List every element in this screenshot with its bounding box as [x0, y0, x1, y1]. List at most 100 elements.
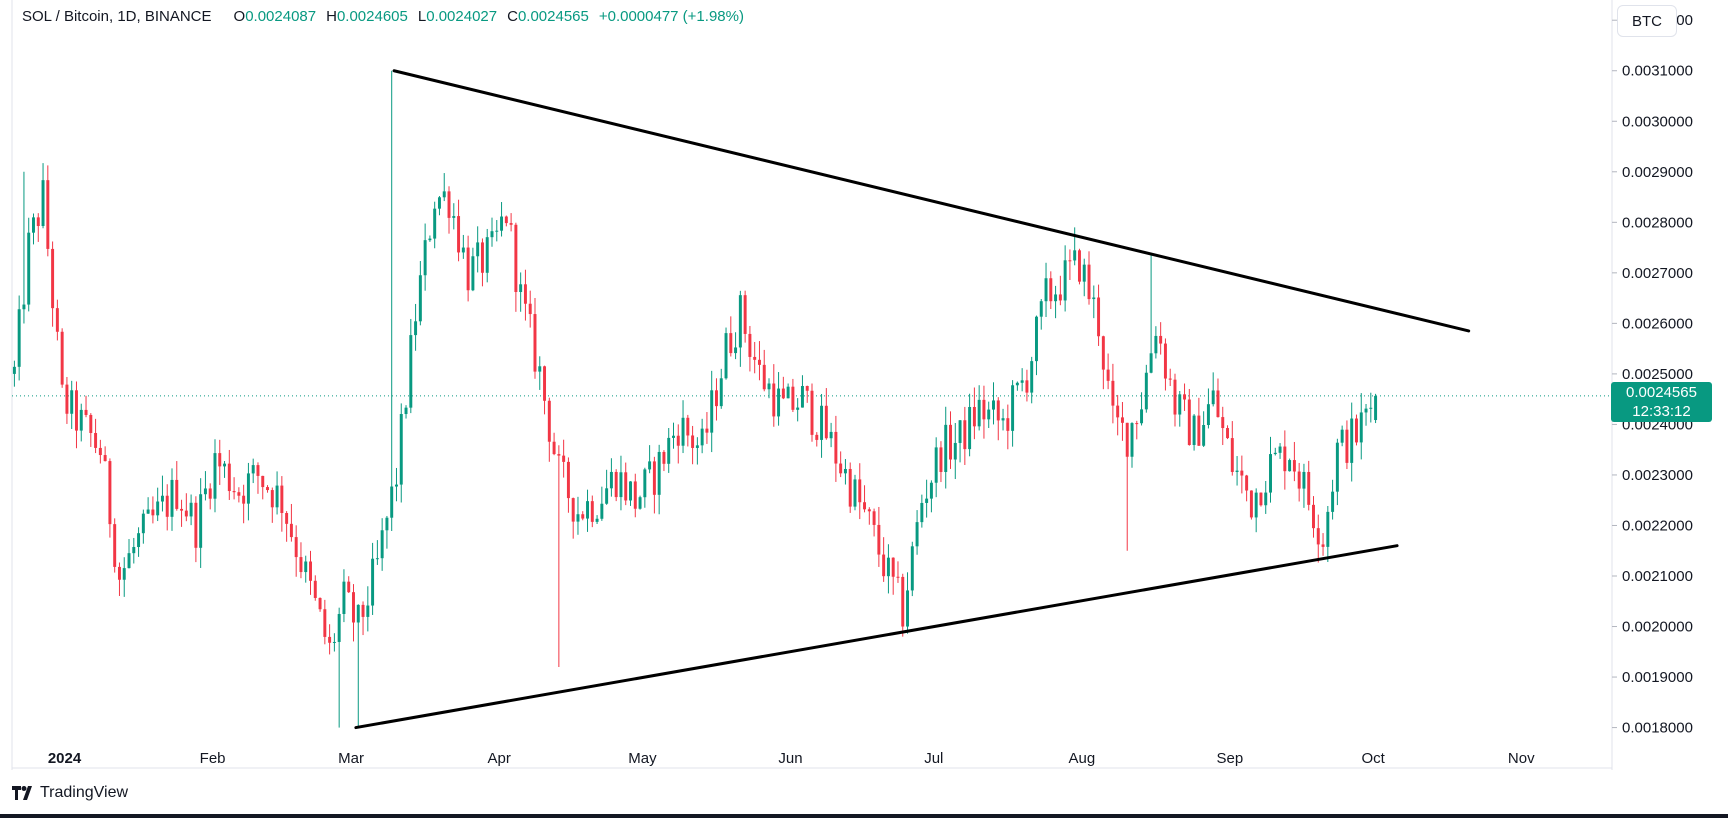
price-axis[interactable]: 0.0018000 0.0019000 0.0020000 0.0021000 0.00… — [1612, 12, 1693, 737]
candle-body — [137, 533, 141, 548]
candle-body — [1034, 316, 1038, 362]
candle-body — [719, 378, 723, 407]
candle-body — [318, 597, 322, 610]
candle-body — [79, 409, 83, 431]
candle-body — [1331, 491, 1335, 512]
candle-body — [858, 479, 862, 503]
candle-body — [1073, 250, 1077, 261]
candle-body — [1245, 475, 1249, 491]
candle-body — [710, 390, 714, 433]
candle-body — [791, 386, 795, 410]
candle-body — [982, 399, 986, 420]
candle-body — [1283, 446, 1287, 472]
trendlines[interactable] — [354, 69, 1471, 730]
close-label: C — [507, 8, 518, 25]
candle-body — [1316, 528, 1320, 545]
candle-body — [1354, 418, 1358, 443]
candle-body — [457, 216, 461, 253]
candle-body — [246, 473, 250, 504]
candle-body — [958, 420, 962, 443]
candle-body — [89, 414, 93, 433]
candle-body — [266, 487, 270, 491]
tradingview-logo-text: TradingView — [40, 784, 129, 801]
candle-body — [170, 479, 174, 517]
candle-body — [251, 465, 255, 474]
trendline-upper[interactable] — [392, 69, 1471, 333]
high-label: H — [326, 8, 337, 25]
candle-body — [949, 424, 952, 460]
candle-body — [910, 546, 914, 591]
tradingview-logo[interactable]: TradingView — [12, 784, 128, 802]
candle-body — [1359, 412, 1363, 443]
candle-body — [681, 417, 685, 446]
candle-body — [1350, 418, 1354, 463]
candle-body — [972, 406, 976, 427]
candle-body — [490, 231, 494, 238]
candle-body — [1197, 415, 1201, 446]
candle-body — [839, 463, 843, 474]
candle-body — [160, 495, 164, 502]
candle-body — [1187, 399, 1191, 445]
candle-body — [94, 432, 98, 448]
candle-body — [1140, 409, 1144, 424]
candle-body — [1120, 417, 1124, 423]
candle-body — [275, 485, 279, 508]
candle-body — [337, 613, 341, 642]
candle-body — [84, 409, 88, 415]
candle-body — [738, 295, 742, 348]
candle-body — [180, 508, 184, 511]
candle-body — [1240, 470, 1244, 476]
candle-body — [242, 495, 246, 504]
candle-body — [65, 384, 69, 414]
candle-body — [132, 547, 136, 554]
candle-body — [461, 247, 465, 253]
candle-body — [409, 335, 413, 408]
candle-body — [352, 592, 355, 623]
candle-body — [1077, 250, 1081, 282]
time-tick-label: Sep — [1217, 750, 1244, 767]
candle-body — [151, 509, 155, 516]
candle-body — [547, 400, 551, 442]
candle-body — [848, 468, 852, 507]
candle-body — [480, 242, 484, 273]
candle-body — [590, 501, 594, 522]
candle-body — [1058, 294, 1062, 301]
candle-body — [1106, 369, 1110, 381]
candle-body — [1163, 343, 1167, 379]
candle-body — [1183, 394, 1187, 400]
candle-body — [51, 248, 55, 309]
symbol-title[interactable]: SOL / Bitcoin, 1D, BINANCE — [22, 8, 212, 25]
candle-body — [523, 284, 527, 304]
candle-body — [929, 482, 933, 499]
currency-button[interactable]: BTC — [1617, 5, 1677, 37]
candle-body — [423, 240, 427, 276]
candle-body — [1049, 278, 1053, 302]
candle-body — [1369, 407, 1373, 409]
candle-body — [968, 406, 972, 450]
candle-body — [781, 388, 785, 399]
candle-body — [1149, 353, 1153, 373]
time-axis[interactable]: 2024 Feb Mar Apr May Jun Jul Aug Sep Oct Nov — [48, 750, 1535, 767]
candle-body — [939, 447, 943, 472]
candle-body — [1335, 442, 1339, 492]
low-value: 0.0024027 — [426, 8, 498, 25]
candle-body — [17, 309, 21, 367]
candle-body — [208, 488, 212, 499]
candle-body — [156, 501, 160, 516]
candle-body — [289, 523, 293, 538]
candle-body — [347, 581, 351, 593]
candle-body — [1020, 380, 1024, 383]
candle-body — [609, 471, 613, 489]
candle-body — [691, 435, 695, 448]
candle-body — [332, 641, 336, 643]
candle-body — [1135, 423, 1139, 425]
candle-body — [452, 216, 456, 218]
candle-body — [27, 232, 31, 305]
candle-body — [925, 498, 929, 503]
candle-body — [514, 224, 518, 293]
trendline-lower[interactable] — [354, 544, 1399, 730]
candle-body — [442, 191, 446, 198]
candle-body — [700, 428, 704, 446]
candle-body — [595, 518, 599, 522]
